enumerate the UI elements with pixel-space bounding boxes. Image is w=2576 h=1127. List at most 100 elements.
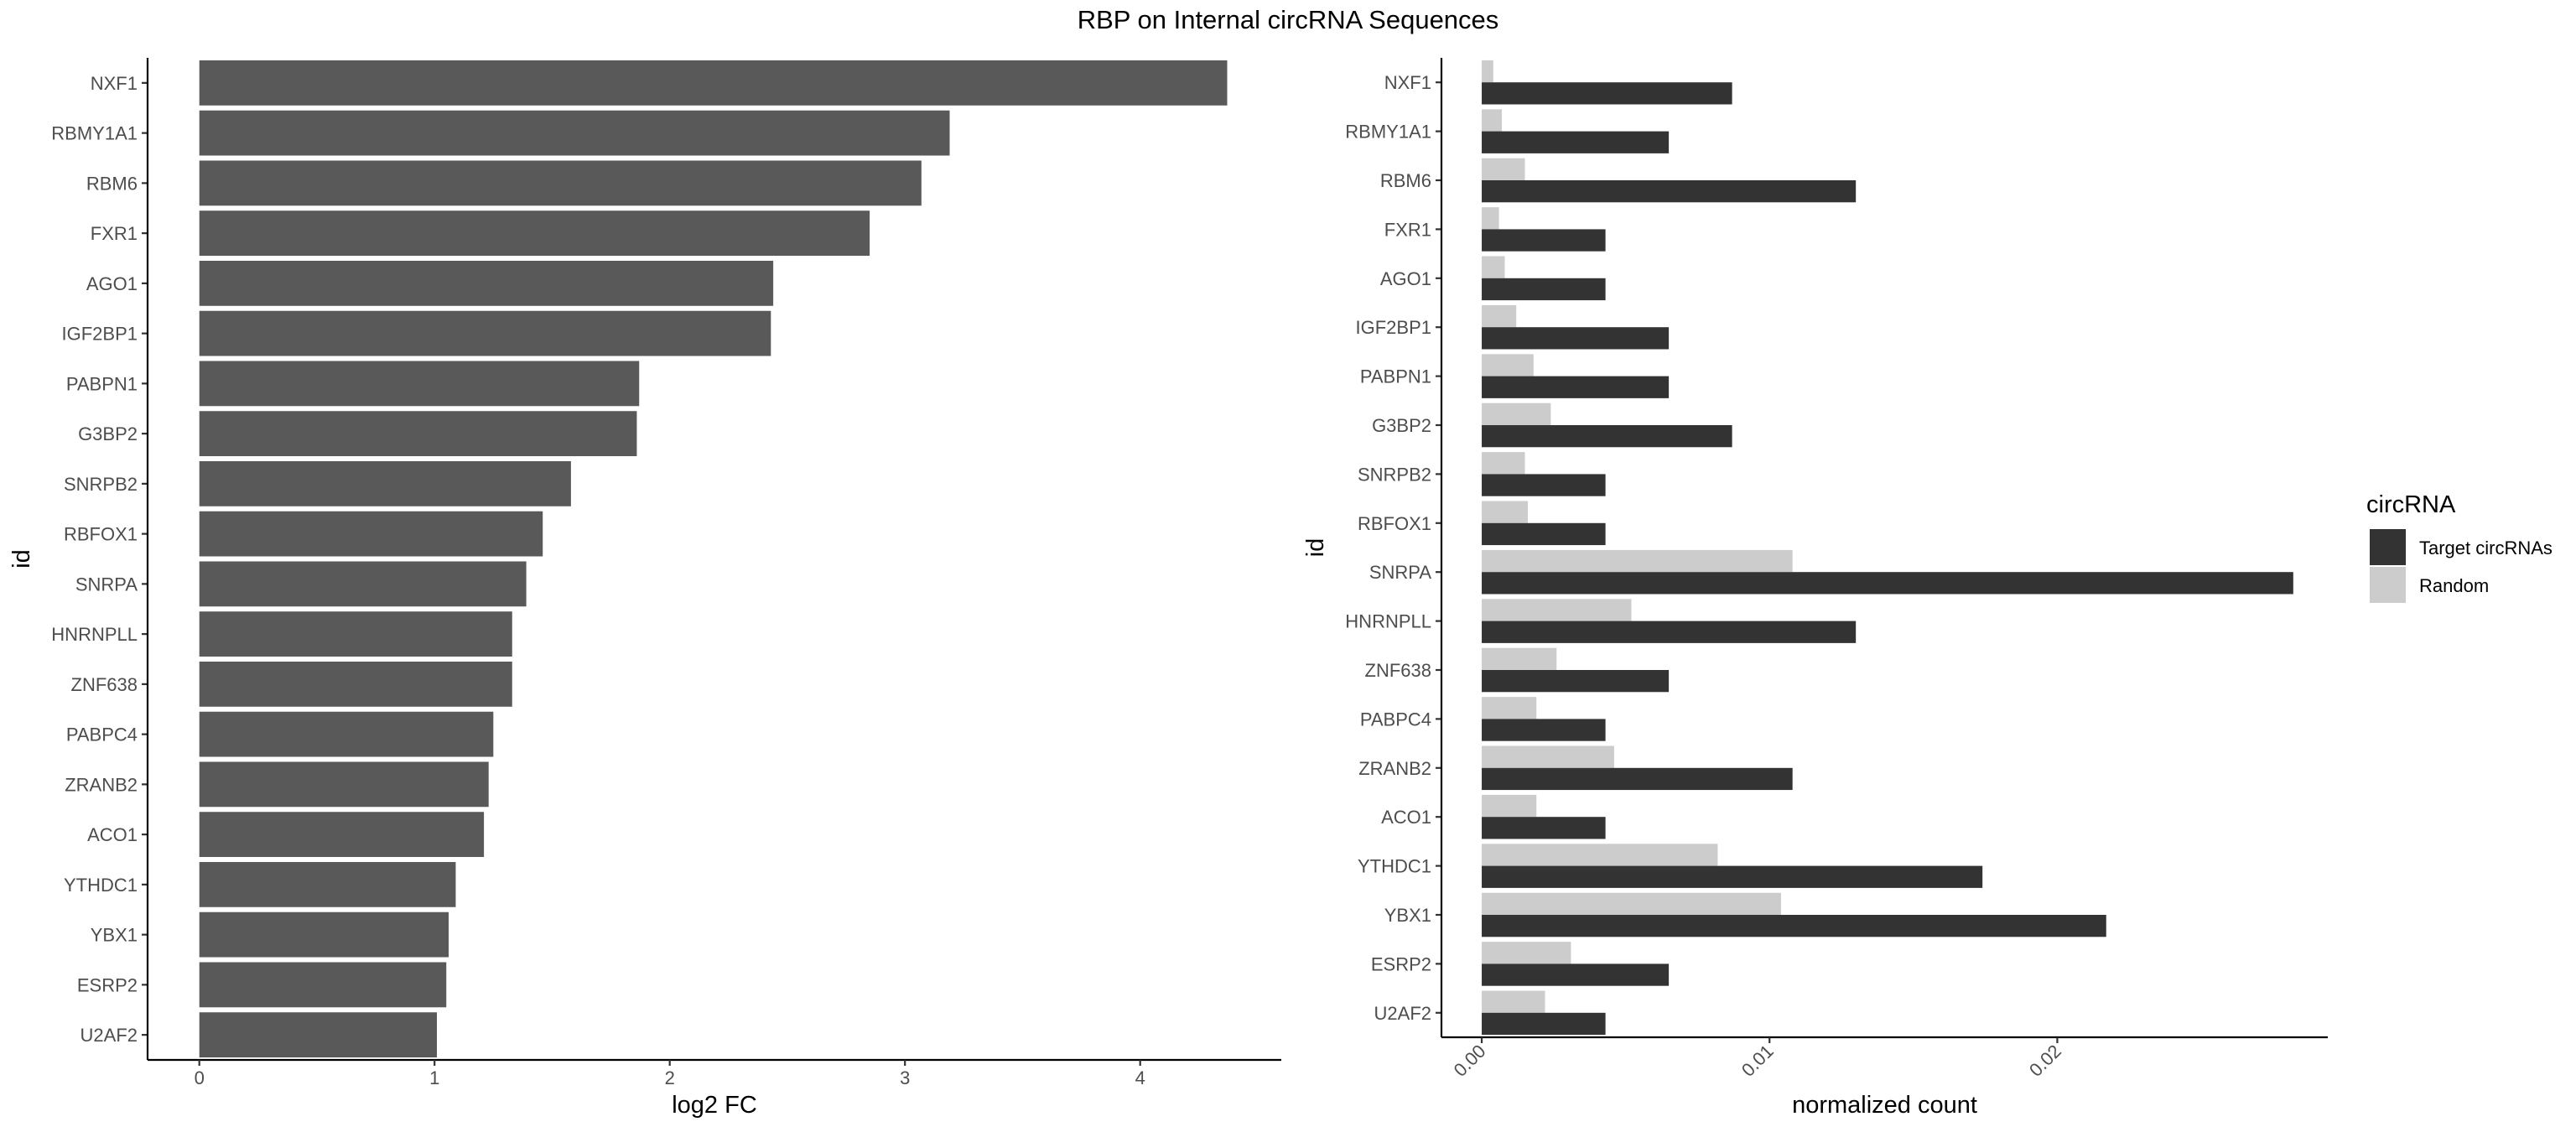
left-y-tick-label-nxf1: NXF1 [91,73,138,94]
right-bar-target-pabpn1 [1482,376,1670,398]
right-y-tick-label-pabpc4: PABPC4 [1360,709,1431,730]
right-bar-target-u2af2 [1482,1012,1606,1036]
right-bar-target-rbfox1 [1482,522,1606,546]
left-x-tick-label-3: 3 [900,1067,910,1088]
legend-label-random: Random [2419,575,2489,596]
right-y-tick-label-aco1: ACO1 [1381,807,1431,828]
right-bar-random-znf638 [1482,647,1557,670]
right-bar-target-hnrnpll [1482,621,1857,643]
left-y-tick-label-snrpb2: SNRPB2 [64,474,138,495]
left-y-tick-label-g3bp2: G3BP2 [78,423,138,444]
left-bar-fxr1 [199,210,870,257]
left-x-tick-label-1: 1 [429,1067,439,1088]
left-bar-rbm6 [199,160,922,206]
right-bar-target-znf638 [1482,670,1670,693]
right-y-tick-label-hnrnpll: HNRNPLL [1345,611,1431,632]
left-bar-esrp2 [199,962,447,1008]
left-bar-rbfox1 [199,511,543,557]
legend: circRNA Target circRNAs Random [2366,491,2553,603]
right-bar-target-g3bp2 [1482,425,1732,448]
right-bar-target-ythdc1 [1482,865,1983,888]
left-y-tick-label-esrp2: ESRP2 [77,974,138,995]
left-bar-znf638 [199,661,512,707]
right-y-tick-label-u2af2: U2AF2 [1374,1003,1431,1024]
legend-key-target-circrnas [2370,529,2406,565]
right-bar-target-aco1 [1482,817,1606,839]
right-y-tick-label-ythdc1: YTHDC1 [1358,856,1431,877]
right-y-tick-label-znf638: ZNF638 [1365,660,1431,681]
right-bar-target-rbmy1a1 [1482,131,1670,153]
right-bar-random-zranb2 [1482,745,1614,768]
right-bar-target-fxr1 [1482,229,1606,252]
left-bar-rbmy1a1 [199,110,950,156]
left-bar-snrpa [199,561,527,607]
right-bar-target-ybx1 [1482,915,2106,937]
right-bar-random-hnrnpll [1482,599,1632,621]
left-x-tick-label-4: 4 [1135,1067,1145,1088]
left-bar-hnrnpll [199,611,512,657]
right-bar-target-nxf1 [1482,82,1732,105]
left-y-tick-label-u2af2: U2AF2 [80,1025,138,1046]
legend-key-random [2370,567,2406,603]
right-bar-target-ago1 [1482,278,1606,301]
right-bar-target-esrp2 [1482,963,1670,986]
right-x-tick-label-0.02: 0.02 [2025,1041,2065,1081]
right-bar-random-rbfox1 [1482,501,1528,523]
chart-title: RBP on Internal circRNA Sequences [1078,5,1499,34]
left-x-tick-label-0: 0 [195,1067,205,1088]
right-bar-target-zranb2 [1482,767,1793,791]
left-bar-ybx1 [199,911,449,958]
right-bar-random-u2af2 [1482,990,1545,1013]
right-bar-random-snrpa [1482,549,1793,573]
right-y-tick-label-zranb2: ZRANB2 [1358,758,1431,779]
left-y-tick-label-igf2bp1: IGF2BP1 [62,324,138,345]
right-y-tick-label-pabpn1: PABPN1 [1360,366,1431,387]
right-y-axis-title: id [1302,538,1329,558]
left-y-tick-label-snrpa: SNRPA [75,574,138,595]
right-y-tick-label-igf2bp1: IGF2BP1 [1356,317,1431,338]
left-y-tick-label-aco1: ACO1 [87,824,138,845]
left-y-tick-label-hnrnpll: HNRNPLL [51,624,138,645]
right-bar-random-ago1 [1482,256,1505,278]
left-y-tick-label-ythdc1: YTHDC1 [64,875,138,896]
right-y-tick-label-g3bp2: G3BP2 [1372,415,1431,436]
right-bar-random-rbm6 [1482,158,1525,180]
left-y-tick-label-pabpc4: PABPC4 [66,724,138,745]
left-y-tick-label-pabpn1: PABPN1 [66,373,138,394]
left-bar-ythdc1 [199,861,456,907]
right-y-tick-label-ago1: AGO1 [1380,268,1431,289]
left-bar-ago1 [199,260,774,306]
left-bar-pabpn1 [199,361,640,407]
right-y-tick-label-fxr1: FXR1 [1384,219,1431,240]
right-x-axis-title: normalized count [1792,1092,1977,1119]
left-y-tick-label-rbmy1a1: RBMY1A1 [51,123,138,144]
right-x-tick-label-0.00: 0.00 [1450,1041,1490,1081]
right-bar-target-igf2bp1 [1482,327,1670,350]
right-bar-random-pabpc4 [1482,697,1537,719]
right-bar-target-rbm6 [1482,180,1857,203]
left-bar-zranb2 [199,761,489,808]
right-bar-random-ybx1 [1482,892,1781,915]
left-y-tick-label-rbfox1: RBFOX1 [64,524,138,545]
right-y-tick-label-snrpa: SNRPA [1369,562,1431,583]
right-y-tick-label-snrpb2: SNRPB2 [1358,464,1431,485]
left-y-axis-title: id [8,549,35,569]
right-bar-random-esrp2 [1482,942,1571,964]
right-y-tick-label-rbfox1: RBFOX1 [1358,513,1431,534]
right-bar-target-snrpa [1482,572,2293,595]
right-y-tick-label-nxf1: NXF1 [1384,72,1431,93]
right-bar-random-fxr1 [1482,207,1499,230]
left-bar-snrpb2 [199,460,571,506]
left-y-tick-label-znf638: ZNF638 [71,674,138,695]
right-y-tick-label-esrp2: ESRP2 [1371,953,1431,974]
legend-title: circRNA [2366,491,2456,518]
left-x-axis-title: log2 FC [672,1092,757,1119]
left-bar-nxf1 [199,60,1228,106]
left-x-tick-label-2: 2 [665,1067,675,1088]
left-bar-aco1 [199,812,485,858]
right-y-tick-label-rbm6: RBM6 [1380,170,1431,191]
right-x-tick-label-0.01: 0.01 [1737,1041,1778,1081]
left-panel-log2fc-chart: NXF1 RBMY1A1 RBM6 FXR1 AGO1 IGF2BP1 PABPN1 G3BP… [8,58,1281,1119]
legend-label-target-circrnas: Target circRNAs [2419,538,2553,558]
right-bar-random-igf2bp1 [1482,304,1517,328]
